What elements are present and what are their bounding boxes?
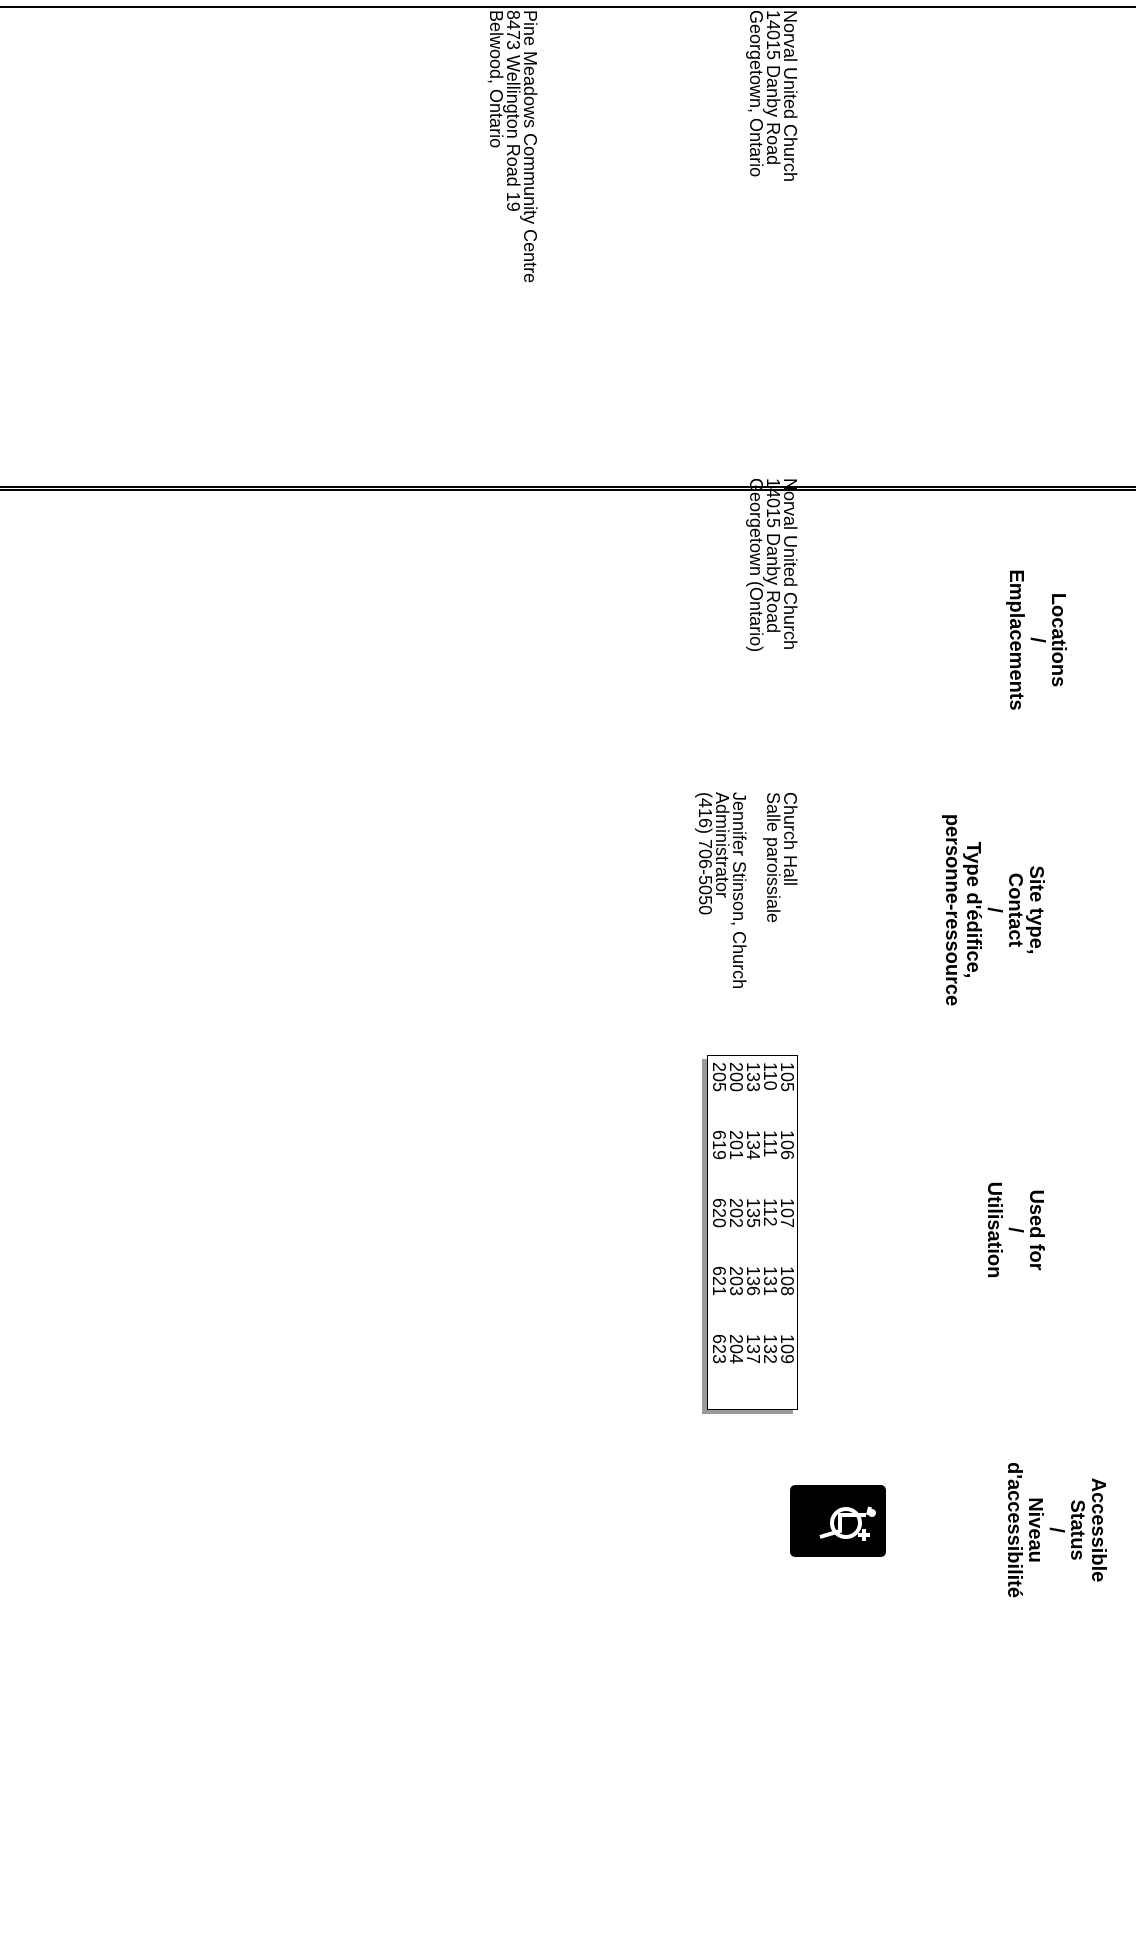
location-line: Norval United Church [780, 10, 800, 183]
row-divider [0, 6, 1136, 8]
header-site-type: Site type, Contact / Type d'édifice, per… [941, 760, 1047, 1060]
usage-code: 105 [777, 1062, 797, 1093]
row-1-site-type: Church Hall Salle paroissiale Jennifer S… [695, 792, 800, 990]
usage-code: 106 [777, 1130, 797, 1161]
header-accessible-line: Accessible [1087, 1477, 1109, 1583]
location-line: 14015 Danby Road [763, 10, 783, 166]
header-site-type-line: Site type, [1025, 865, 1047, 955]
location-line: Belwood, Ontario [486, 10, 506, 149]
header-accessible-line: Niveau [1024, 1497, 1046, 1563]
header-used-for-line: / [1004, 1227, 1026, 1233]
header-site-type-line: personne-ressource [941, 813, 963, 1007]
usage-code: 110 [760, 1062, 780, 1091]
usage-code: 134 [743, 1130, 763, 1161]
usage-code: 200 [726, 1062, 746, 1093]
site-line: Administrator [712, 792, 732, 899]
usage-code: 619 [709, 1130, 729, 1161]
usage-code: 203 [726, 1266, 746, 1297]
usage-code: 108 [777, 1266, 797, 1297]
location-line: Pine Meadows Community Centre [520, 10, 540, 284]
row-divider [0, 489, 1136, 491]
header-accessible: Accessible Status / Niveau d'accessibili… [1003, 1450, 1109, 1610]
usage-code: 131 [760, 1266, 780, 1297]
row-1-location-en: Norval United Church 14015 Danby Road Ge… [746, 10, 800, 183]
usage-code: 109 [777, 1334, 797, 1365]
usage-code: 112 [760, 1198, 780, 1227]
header-site-type-line: Type d'édifice, [962, 841, 984, 979]
site-line: Jennifer Stinson, Church [729, 792, 749, 990]
usage-code: 111 [760, 1130, 780, 1158]
header-site-type-line: Contact [1004, 872, 1026, 948]
header-accessible-line: / [1045, 1527, 1067, 1533]
location-line: 8473 Wellington Road 19 [503, 10, 523, 212]
usage-code: 135 [743, 1198, 763, 1229]
site-line [747, 792, 764, 989]
usage-code: 107 [777, 1198, 797, 1229]
site-line: Salle paroissiale [763, 792, 783, 924]
row-1-usage-codes: 105 106 107 108 109 110 111 112 131 132 133 134 13… [707, 1055, 798, 1410]
usage-code: 623 [709, 1334, 729, 1365]
usage-code: 201 [726, 1130, 746, 1161]
header-accessible-line: d'accessibilité [1003, 1462, 1025, 1598]
site-line: Church Hall [780, 792, 800, 887]
location-line: Georgetown (Ontario) [746, 478, 766, 653]
usage-code: 620 [709, 1198, 729, 1229]
header-used-for-line: Utilisation [983, 1181, 1005, 1279]
usage-code: 133 [743, 1062, 763, 1093]
location-line: 14015 Danby Road [763, 478, 783, 634]
site-line: (416) 706-5050 [695, 792, 715, 916]
usage-code: 621 [709, 1266, 729, 1297]
wheelchair-accessible-icon [790, 1485, 886, 1557]
header-used-for-line: Used for [1025, 1189, 1047, 1271]
usage-code: 136 [743, 1266, 763, 1297]
usage-code: 202 [726, 1198, 746, 1229]
header-site-type-line: / [983, 907, 1005, 913]
usage-code: 205 [709, 1062, 729, 1093]
row-2-location-en-text: Pine Meadows Community Centre 8473 Welli… [486, 10, 540, 284]
row-1-location-fr-text: Norval United Church 14015 Danby Road Ge… [746, 478, 800, 653]
usage-code: 132 [760, 1334, 780, 1365]
row-divider [0, 486, 1136, 488]
header-accessible-line: Status [1066, 1499, 1088, 1561]
usage-code: 204 [726, 1334, 746, 1365]
header-used-for: Used for / Utilisation [983, 1130, 1047, 1330]
header-locations-line: Locations [1047, 592, 1069, 688]
usage-code: 137 [743, 1334, 763, 1365]
location-line: Georgetown, Ontario [746, 10, 766, 178]
location-line: Norval United Church [780, 478, 800, 651]
